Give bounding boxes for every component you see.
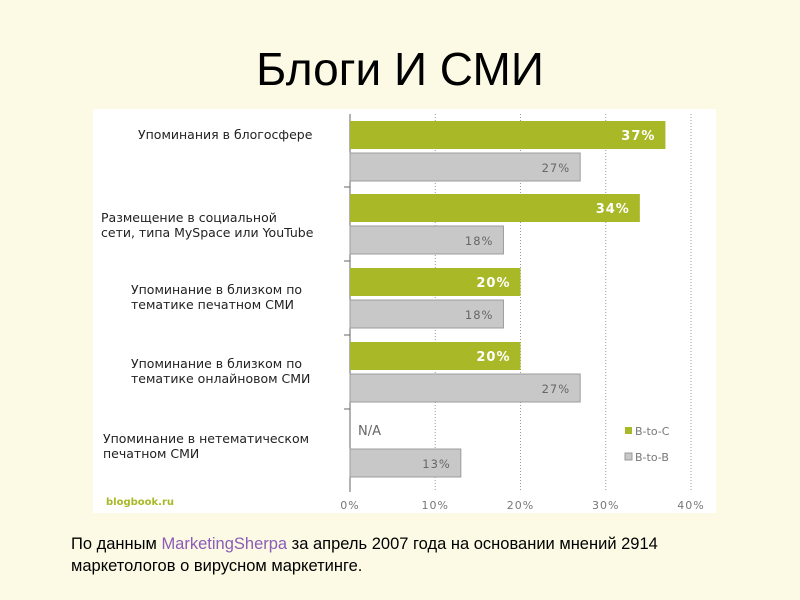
bar-label-b2b: 18% <box>465 308 494 322</box>
x-tick-label: 30% <box>592 499 619 512</box>
bar-b2b <box>349 373 581 403</box>
bar-b2b <box>349 225 504 255</box>
bar-b2c <box>350 342 521 370</box>
bar-label-b2c: 20% <box>476 350 510 365</box>
category-label-line: печатном СМИ <box>103 446 200 461</box>
category-label: Упоминание в нетематическом печатном СМИ <box>103 431 309 461</box>
legend-label-b2c: B-to-C <box>635 425 670 438</box>
bar-chart: 0% 10% 20% 30% 40% 37% 34% 20% 20% N/A 27% 18% 18% 27… <box>340 114 704 512</box>
legend-swatch-b2b <box>624 452 633 461</box>
category-label: Размещение в социальной сети, типа MySpac… <box>101 210 313 240</box>
legend-label-b2b: B-to-B <box>635 451 669 464</box>
category-label-line: Упоминание в близком по <box>131 356 303 371</box>
bar-b2c <box>350 194 640 222</box>
bar-b2b <box>349 152 581 182</box>
bar-label-b2c: 37% <box>621 129 655 144</box>
x-tick-label: 0% <box>340 499 359 512</box>
category-label-line: Упоминание в нетематическом <box>103 431 310 446</box>
bar-b2b <box>349 299 504 329</box>
bar-label-na: N/A <box>358 424 381 439</box>
caption-suffix: за апрель 2007 года на основании мнений … <box>71 535 658 575</box>
watermark: blogbook.ru <box>106 497 175 508</box>
bar-label-b2b: 13% <box>422 457 451 471</box>
caption-prefix: По данным <box>71 535 162 553</box>
caption: По данным MarketingSherpa за апрель 2007… <box>71 533 761 577</box>
caption-source-link[interactable]: MarketingSherpa <box>161 535 288 553</box>
category-label-line: Размещение в социальной <box>101 210 277 225</box>
x-tick-label: 10% <box>422 499 449 512</box>
bar-b2c <box>350 121 666 149</box>
category-label: Упоминание в близком по тематике онлайнов… <box>131 356 310 386</box>
category-label-line: Упоминания в блогосфере <box>138 127 313 142</box>
category-label-line: тематике печатном СМИ <box>131 297 294 312</box>
slide-title: Блоги И СМИ <box>256 43 544 95</box>
legend-swatch-b2c <box>625 427 632 434</box>
bar-label-b2b: 27% <box>542 382 571 396</box>
bar-b2c <box>350 268 521 296</box>
bar-label-b2c: 20% <box>476 276 510 291</box>
x-tick-label: 40% <box>677 499 704 512</box>
bar-label-b2b: 27% <box>542 161 571 175</box>
category-label: Упоминание в близком по тематике печатном… <box>131 282 302 312</box>
chart-panel: 0% 10% 20% 30% 40% 37% 34% 20% 20% N/A 27% 18% 18% 27… <box>93 109 716 513</box>
category-label-line: сети, типа MySpace или YouTube <box>101 225 314 240</box>
bar-label-b2c: 34% <box>596 202 630 217</box>
bar-b2b <box>349 448 462 478</box>
category-label: Упоминания в блогосфере <box>138 127 312 142</box>
x-tick-label: 20% <box>507 499 534 512</box>
category-label-line: тематике онлайновом СМИ <box>131 371 311 386</box>
category-label-line: Упоминание в близком по <box>131 282 303 297</box>
bar-label-b2b: 18% <box>465 234 494 248</box>
